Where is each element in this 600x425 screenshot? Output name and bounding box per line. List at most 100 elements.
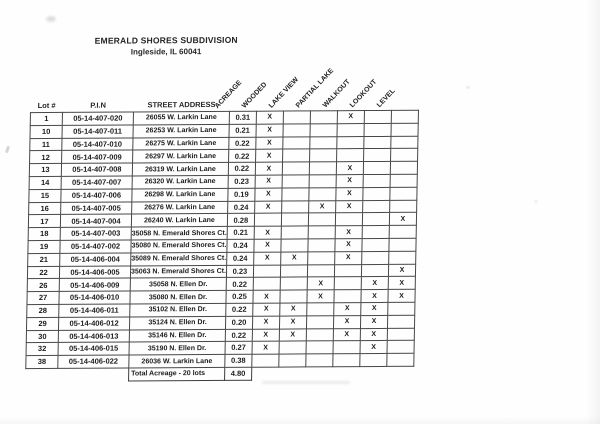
cell-pin: 05-14-407-004 [60,214,132,228]
cell-lot: 21 [27,253,60,267]
cell-address: 35102 N. Ellen Dr. [129,303,226,317]
cell-address: 26320 W. Larkin Lane [132,175,229,189]
cell-acreage: 0.21 [227,226,255,240]
total-acreage-value: 4.80 [224,367,252,381]
cell-mark-lake-view [281,187,310,201]
cell-mark-partial-lake [309,136,337,150]
cell-acreage: 0.23 [228,175,256,189]
cell-mark-wooded: X [255,162,283,176]
cell-mark-lake-view [282,123,311,137]
cell-mark-walkout [336,148,364,162]
cell-mark-walkout: X [333,302,361,316]
cell-pin: 05-14-407-002 [59,239,132,254]
cell-mark-walkout: X [335,187,363,201]
cell-mark-partial-lake [309,161,337,175]
cell-pin: 05-14-407-005 [60,201,132,215]
cell-address: 26055 W. Larkin Lane [133,111,230,125]
cell-mark-walkout [335,212,363,226]
cell-pin: 05-14-406-009 [59,278,131,292]
cell-acreage: 0.19 [227,188,256,201]
cell-mark-wooded: X [254,187,283,201]
cell-mark-wooded: X [252,290,281,304]
cell-mark-walkout [336,123,365,137]
cell-mark-level: X [388,276,416,290]
cell-mark-lake-view [282,136,310,150]
cell-address: 35058 N. Ellen Dr. [130,277,227,292]
cell-mark-level: X [387,289,416,303]
cell-mark-wooded: X [252,328,280,342]
cell-acreage: 0.27 [224,341,253,355]
cell-acreage: 0.22 [228,149,256,163]
cell-acreage: 0.22 [225,328,253,342]
cell-acreage: 0.22 [226,277,254,291]
cell-acreage: 0.28 [227,213,255,227]
cell-address: 35058 N. Emerald Shores Ct. [131,226,228,240]
cell-mark-wooded: X [253,239,282,253]
cell-mark-walkout: X [333,328,361,342]
cell-mark-walkout [332,353,360,367]
cell-mark-partial-lake [306,315,334,329]
cell-mark-level [389,174,418,188]
cell-mark-lookout [362,174,391,188]
cell-lot: 12 [29,150,62,164]
cell-mark-partial-lake [309,174,337,188]
cell-acreage: 0.31 [229,111,257,125]
cell-mark-lake-view [280,277,308,291]
cell-mark-lake-view [283,110,311,124]
cell-address: 35080 N. Ellen Dr. [129,290,227,304]
cell-mark-lookout [361,251,389,265]
cell-acreage: 0.24 [226,252,254,265]
cell-mark-wooded: X [255,175,283,189]
cell-pin: 05-14-406-013 [58,329,130,343]
cell-address: 26240 W. Larkin Lane [131,213,228,228]
cell-mark-lookout [362,187,390,201]
cell-mark-walkout [332,340,361,354]
cell-lot: 29 [26,317,59,331]
cell-address: 35190 N. Ellen Dr. [129,341,226,356]
cell-mark-level [388,238,417,252]
cell-acreage: 0.24 [226,239,255,253]
cell-mark-wooded: X [255,149,283,163]
cell-pin: 05-14-406-012 [58,316,130,330]
cell-address: 35124 N. Ellen Dr. [129,316,226,330]
cell-mark-level [386,340,415,354]
cell-mark-partial-lake: X [307,277,335,291]
cell-mark-lake-view [281,226,309,240]
cell-mark-lake-view [282,149,310,163]
cell-mark-wooded: X [254,226,282,240]
cell-mark-wooded [254,213,282,227]
total-row: Total Acreage - 20 lots 4.80 [26,366,414,381]
cell-mark-level [390,123,419,136]
cell-mark-level [390,135,418,149]
cell-mark-lookout: X [360,327,388,341]
cell-mark-lake-view: X [279,302,307,316]
cell-pin: 05-14-407-007 [61,175,133,190]
cell-address: 35080 N. Emerald Shores Ct. [130,239,228,253]
document-title: EMERALD SHORES SUBDIVISION [94,34,238,46]
total-empty-pin [58,368,129,381]
cell-address: 26275 W. Larkin Lane [132,136,229,151]
header-lot: Lot # [37,100,56,111]
cell-mark-wooded: X [256,111,284,125]
cell-mark-partial-lake [306,328,334,342]
cell-mark-wooded: X [252,303,280,316]
cell-mark-wooded: X [252,315,280,329]
cell-acreage: 0.38 [224,354,252,368]
cell-mark-level [389,187,417,200]
cell-mark-lake-view: X [279,315,307,329]
cell-lot: 17 [28,214,61,228]
cell-mark-lookout [362,199,390,213]
cell-lot: 22 [27,265,60,279]
cell-pin: 05-14-407-006 [60,188,133,202]
cell-address: 26036 W. Larkin Lane [128,354,225,368]
cell-mark-lake-view [278,341,307,355]
cell-mark-lake-view [280,238,309,252]
cell-mark-walkout [334,264,362,278]
cell-mark-lookout [361,238,390,252]
cell-mark-lookout [364,110,392,124]
cell-mark-level [389,225,417,239]
cell-mark-partial-lake [307,251,335,265]
cell-mark-wooded: X [251,341,280,355]
cell-mark-lake-view [279,290,308,304]
